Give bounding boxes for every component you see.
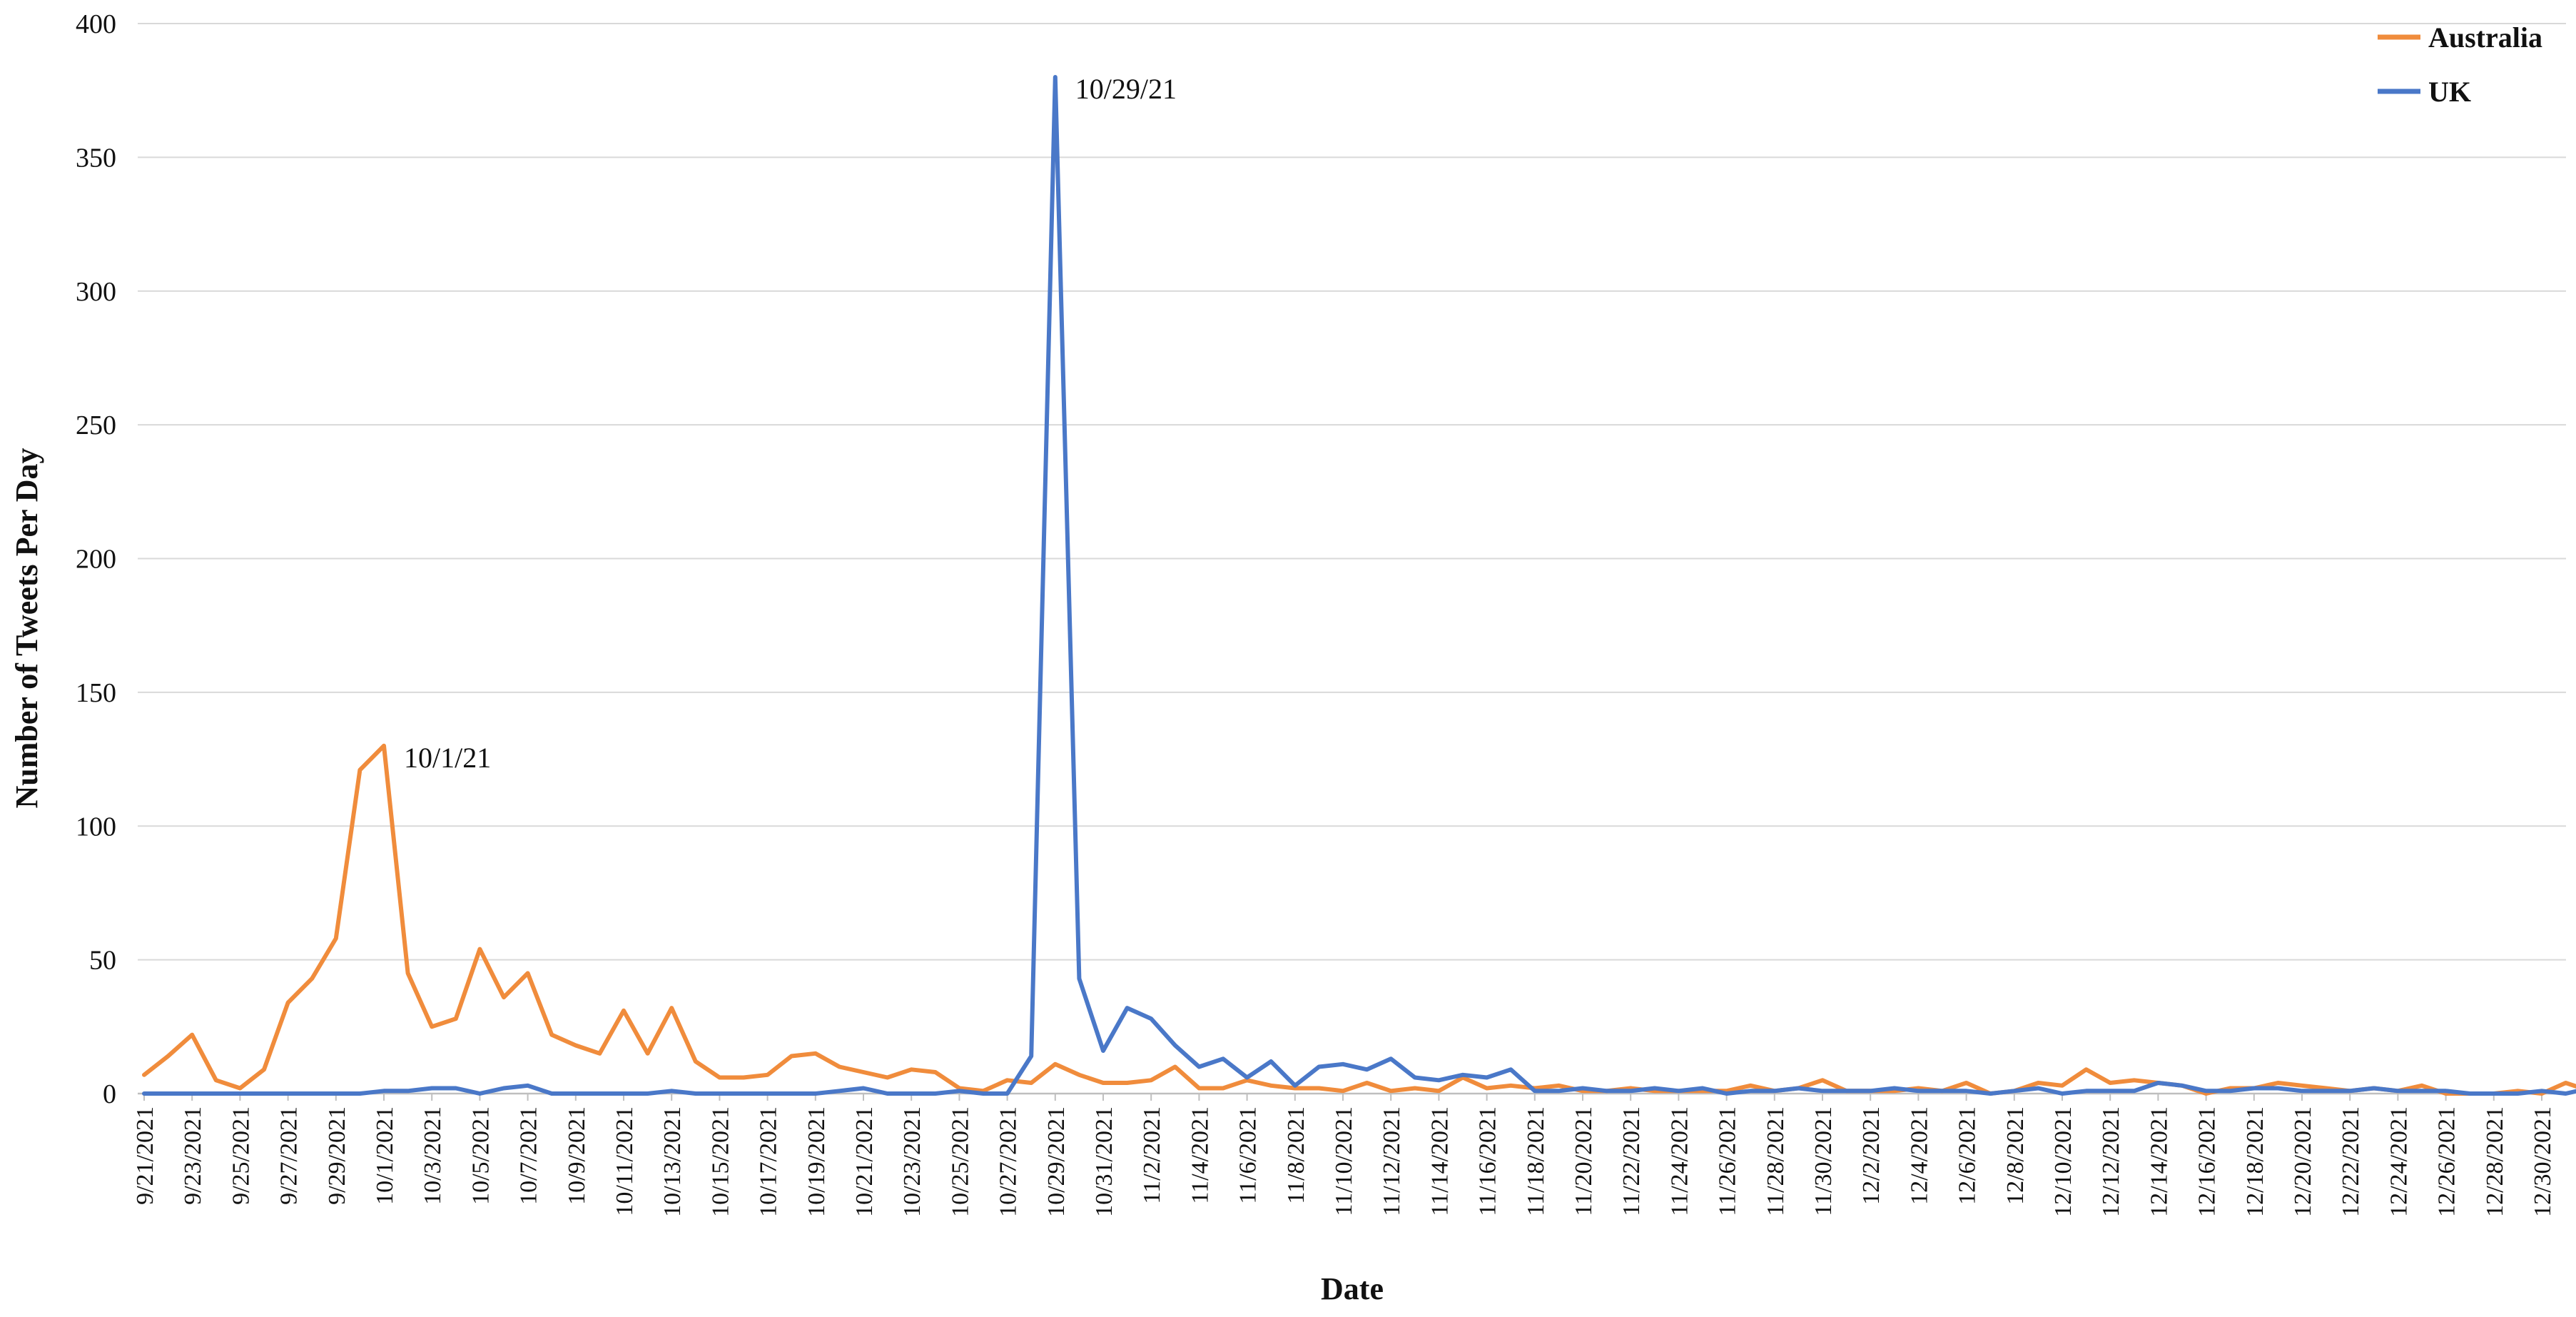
annotation-label: 10/29/21 — [1075, 73, 1177, 105]
series-line-australia — [142, 743, 2576, 1096]
x-tick-label: 11/6/2021 — [1235, 1106, 1262, 1204]
y-axis-ticks: 0 50 100 150 200 250 300 350 400 — [76, 9, 116, 1109]
y-tick-label: 100 — [76, 812, 116, 842]
y-tick-label: 250 — [76, 410, 116, 440]
y-tick-label: 50 — [89, 946, 116, 976]
x-tick-label: 12/4/2021 — [1906, 1106, 1932, 1205]
x-tick-label: 12/28/2021 — [2482, 1106, 2508, 1217]
annotation-label: 10/1/21 — [404, 742, 491, 774]
legend-label: UK — [2428, 76, 2471, 108]
x-tick-label: 12/8/2021 — [2002, 1106, 2029, 1205]
x-tick-label: 12/26/2021 — [2434, 1106, 2460, 1217]
x-tick-label: 12/24/2021 — [2385, 1106, 2412, 1217]
y-axis-title: Number of Tweets Per Day — [9, 448, 44, 808]
x-tick-label: 11/12/2021 — [1379, 1106, 1405, 1216]
x-tick-label: 10/19/2021 — [803, 1106, 830, 1217]
x-axis-ticks: 9/21/2021 9/23/2021 9/25/2021 9/27/2021 9/29… — [132, 1094, 2556, 1217]
x-tick-label: 10/25/2021 — [947, 1106, 973, 1217]
x-tick-label: 12/16/2021 — [2194, 1106, 2221, 1217]
y-tick-label: 350 — [76, 143, 116, 173]
x-tick-label: 9/21/2021 — [132, 1106, 158, 1205]
x-tick-label: 10/11/2021 — [612, 1106, 638, 1216]
x-tick-label: 10/21/2021 — [851, 1106, 878, 1217]
x-axis-title: Date — [1321, 1271, 1384, 1306]
gridlines — [138, 23, 2566, 1095]
x-tick-label: 12/20/2021 — [2290, 1106, 2316, 1217]
legend: Australia UK — [2378, 21, 2542, 108]
x-tick-label: 10/13/2021 — [659, 1106, 686, 1217]
x-tick-label: 11/22/2021 — [1618, 1106, 1645, 1216]
x-tick-label: 12/30/2021 — [2530, 1106, 2556, 1217]
x-tick-label: 9/29/2021 — [324, 1106, 350, 1205]
x-tick-label: 12/10/2021 — [2050, 1106, 2076, 1217]
x-tick-label: 10/3/2021 — [420, 1106, 446, 1205]
x-tick-label: 10/27/2021 — [995, 1106, 1022, 1217]
x-tick-label: 10/9/2021 — [564, 1106, 590, 1205]
x-tick-label: 11/16/2021 — [1475, 1106, 1501, 1216]
x-tick-label: 12/6/2021 — [1954, 1106, 1981, 1205]
x-tick-label: 12/14/2021 — [2146, 1106, 2172, 1217]
x-tick-label: 9/23/2021 — [180, 1106, 206, 1205]
x-tick-label: 11/28/2021 — [1763, 1106, 1789, 1216]
x-tick-label: 10/7/2021 — [516, 1106, 542, 1205]
x-tick-label: 10/5/2021 — [467, 1106, 494, 1205]
x-tick-label: 10/23/2021 — [899, 1106, 926, 1217]
x-tick-label: 11/18/2021 — [1523, 1106, 1549, 1216]
x-tick-label: 12/12/2021 — [2098, 1106, 2124, 1217]
x-tick-label: 11/24/2021 — [1666, 1106, 1693, 1216]
x-tick-label: 11/8/2021 — [1283, 1106, 1309, 1204]
series-lines — [142, 75, 2576, 1096]
x-tick-label: 11/14/2021 — [1426, 1106, 1453, 1216]
x-tick-label: 12/2/2021 — [1858, 1106, 1885, 1205]
x-tick-label: 11/30/2021 — [1810, 1106, 1837, 1216]
x-tick-label: 9/27/2021 — [276, 1106, 303, 1205]
y-tick-label: 150 — [76, 678, 116, 708]
legend-label: Australia — [2428, 21, 2542, 54]
x-tick-label: 10/29/2021 — [1043, 1106, 1070, 1217]
x-tick-label: 11/4/2021 — [1187, 1106, 1213, 1204]
x-tick-label: 11/2/2021 — [1139, 1106, 1165, 1204]
y-tick-label: 400 — [76, 9, 116, 39]
y-tick-label: 200 — [76, 545, 116, 575]
x-tick-label: 11/10/2021 — [1331, 1106, 1357, 1216]
annotations: 10/1/21 10/29/21 — [404, 73, 1177, 774]
x-tick-label: 10/17/2021 — [756, 1106, 782, 1217]
x-tick-label: 11/26/2021 — [1715, 1106, 1741, 1216]
x-tick-label: 10/1/2021 — [372, 1106, 398, 1205]
y-tick-label: 300 — [76, 277, 116, 307]
x-tick-label: 12/18/2021 — [2242, 1106, 2268, 1217]
x-tick-label: 11/20/2021 — [1571, 1106, 1597, 1216]
x-tick-label: 12/22/2021 — [2338, 1106, 2364, 1217]
x-tick-label: 10/31/2021 — [1091, 1106, 1117, 1217]
series-line-uk — [142, 75, 2576, 1096]
y-tick-label: 0 — [103, 1079, 116, 1109]
x-tick-label: 9/25/2021 — [228, 1106, 254, 1205]
x-tick-label: 10/15/2021 — [707, 1106, 734, 1217]
